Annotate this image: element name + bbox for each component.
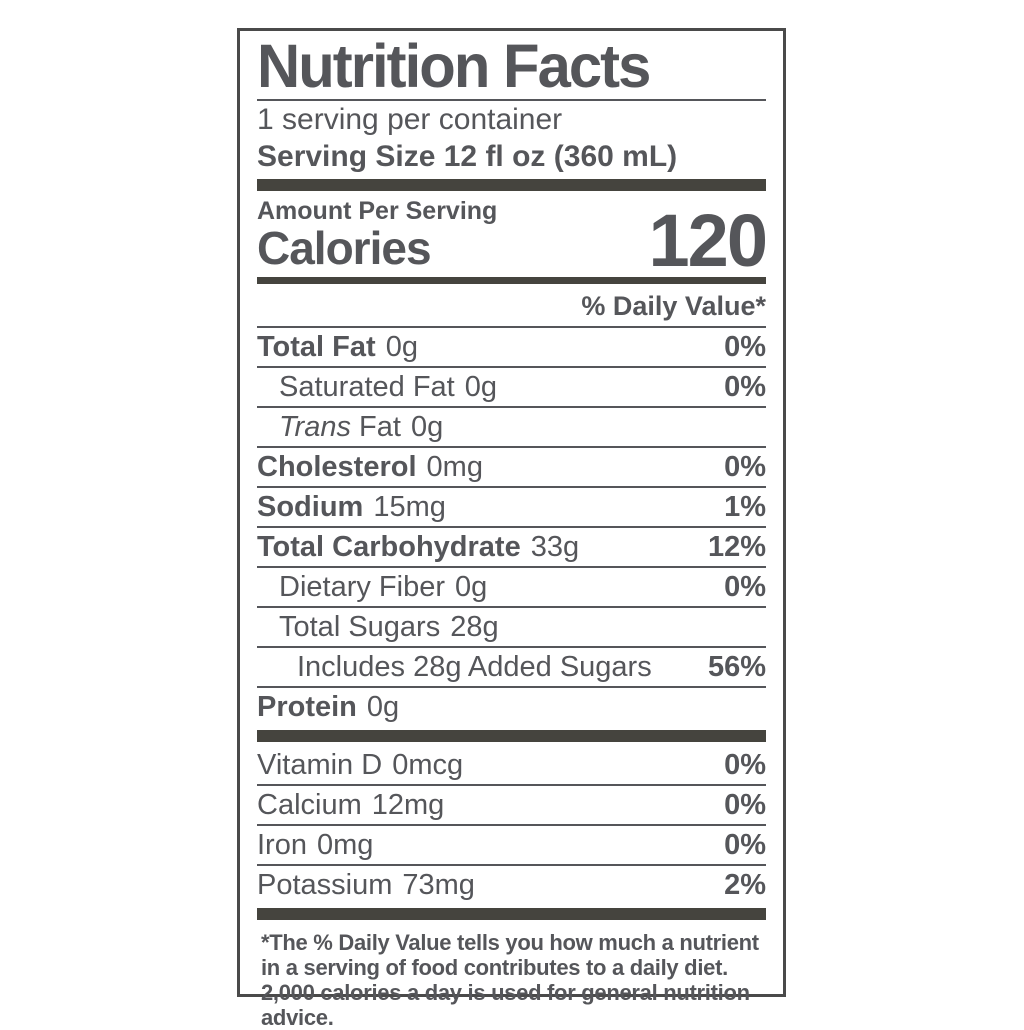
table-row-total-carbohydrate: Total Carbohydrate 33g 12% <box>257 528 766 568</box>
section-bar-bottom <box>257 908 766 920</box>
daily-value-footnote: *The % Daily Value tells you how much a … <box>261 930 759 1030</box>
calories-value: 120 <box>648 199 768 282</box>
calories-label: Calories <box>257 222 432 274</box>
table-row-added-sugars: Includes 28g Added Sugars 56% <box>257 648 766 688</box>
title-divider <box>257 99 766 101</box>
table-row-calcium: Calcium 12mg 0% <box>257 786 766 826</box>
servings-per-container: 1 serving per container <box>257 103 563 136</box>
daily-value-divider <box>257 326 766 328</box>
calories-block: Amount Per Serving Calories 120 <box>257 195 768 282</box>
table-row-total-fat: Total Fat 0g 0% <box>257 328 766 368</box>
section-bar-mid <box>257 730 766 742</box>
label-title: Nutrition Facts <box>257 32 651 100</box>
table-row-trans-fat: Trans Fat 0g <box>257 408 766 448</box>
daily-value-header: % Daily Value* <box>581 291 766 321</box>
nutrition-facts-label: Nutrition Facts 1 serving per container … <box>237 28 786 1030</box>
table-row-sodium: Sodium 15mg 1% <box>257 488 766 528</box>
amount-per-serving-label: Amount Per Serving <box>257 197 498 225</box>
table-row-total-sugars: Total Sugars 28g <box>257 608 766 648</box>
nutrient-table: Total Fat 0g 0% Saturated Fat 0g 0% Trans … <box>257 328 766 726</box>
table-row-potassium: Potassium 73mg 2% <box>257 869 766 901</box>
table-row-dietary-fiber: Dietary Fiber 0g 0% <box>257 568 766 608</box>
table-row-vitamin-d: Vitamin D 0mcg 0% <box>257 746 766 786</box>
table-row-protein: Protein 0g <box>257 691 400 723</box>
calories-divider-bar <box>257 277 766 284</box>
table-row-iron: Iron 0mg 0% <box>257 826 766 866</box>
section-bar-top <box>257 179 766 191</box>
table-row-saturated-fat: Saturated Fat 0g 0% <box>257 368 766 408</box>
serving-size: Serving Size 12 fl oz (360 mL) <box>257 140 678 173</box>
table-row-cholesterol: Cholesterol 0mg 0% <box>257 448 766 488</box>
vitamin-table: Vitamin D 0mcg 0% Calcium 12mg 0% Iron 0mg … <box>257 746 766 904</box>
